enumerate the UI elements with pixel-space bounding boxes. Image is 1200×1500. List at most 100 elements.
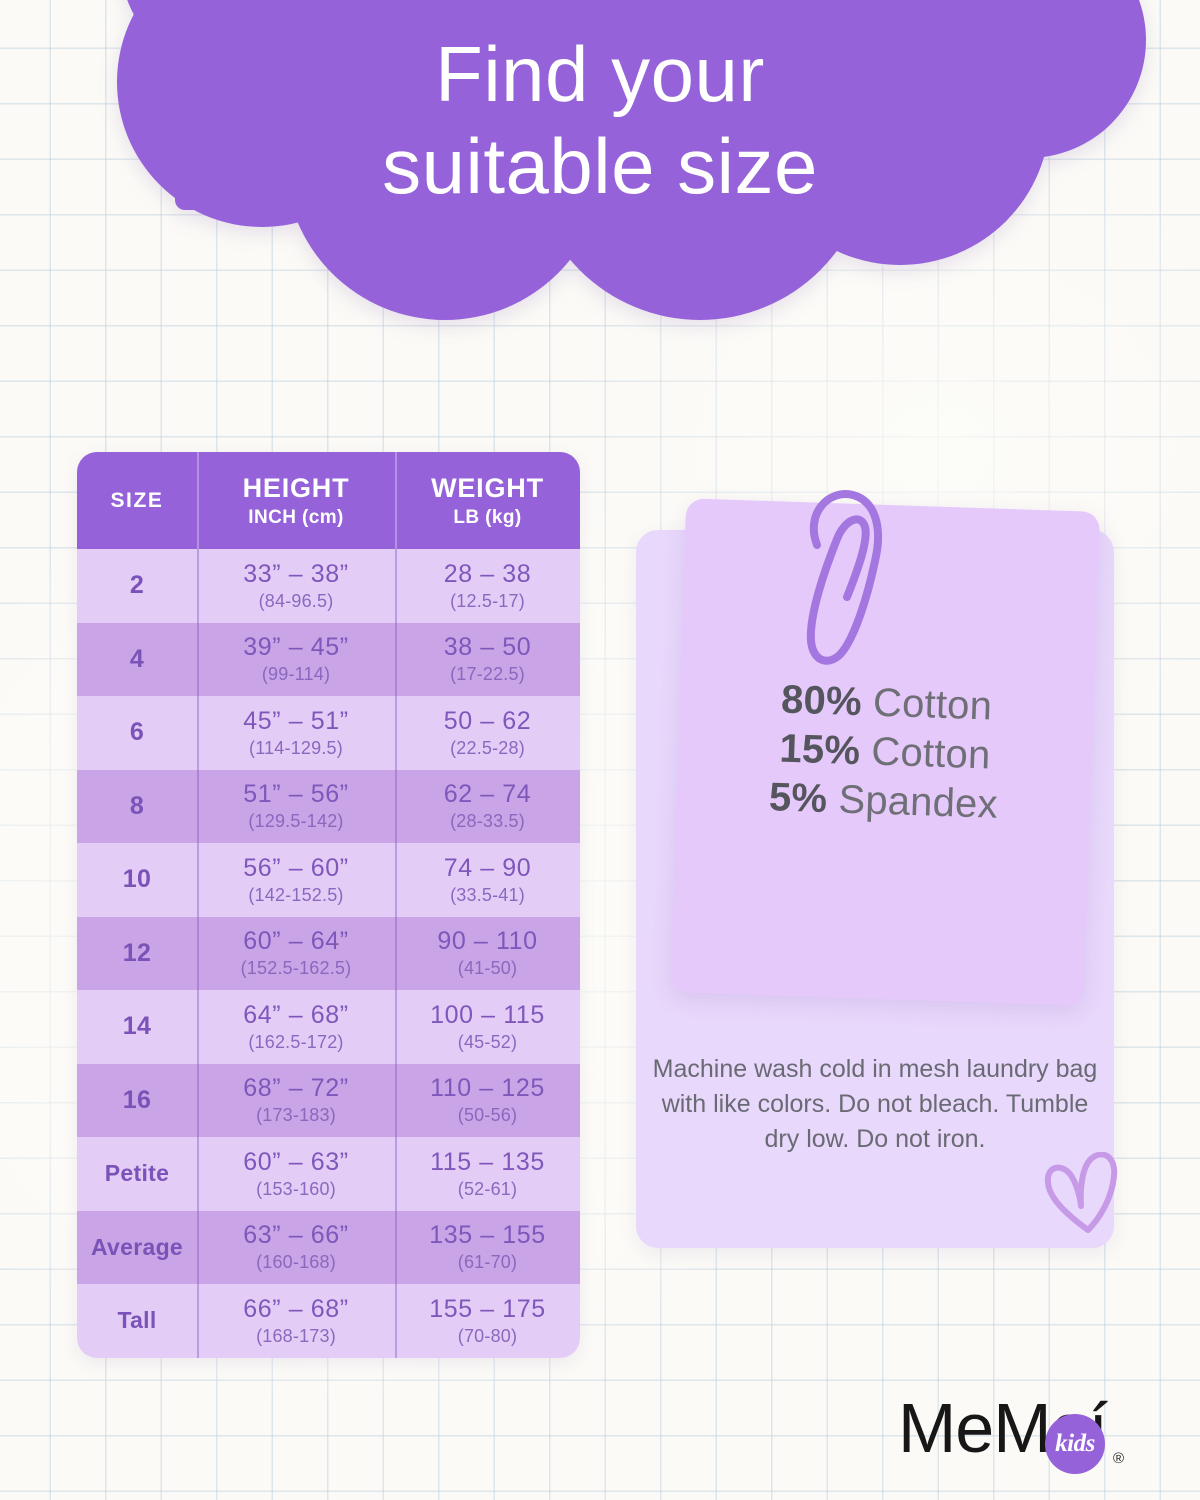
cell-size: 16 (77, 1064, 197, 1138)
cell-height: 64” – 68” (162.5-172) (197, 990, 395, 1064)
weight-lb: 135 – 155 (429, 1221, 546, 1250)
weight-lb: 38 – 50 (443, 633, 532, 662)
row-divider-2 (395, 549, 397, 623)
cell-weight: 115 – 135 (52-61) (395, 1137, 580, 1211)
cell-height: 56” – 60” (142-152.5) (197, 843, 395, 917)
row-divider-1 (197, 549, 199, 623)
cell-weight: 100 – 115 (45-52) (395, 990, 580, 1064)
size-value: Average (90, 1233, 184, 1260)
height-inches: 56” – 60” (243, 853, 349, 882)
column-header-size: SIZE (110, 488, 164, 512)
height-cm: (162.5-172) (248, 1031, 344, 1052)
cell-weight: 110 – 125 (50-56) (395, 1064, 580, 1138)
care-instructions-text: Machine wash cold in mesh laundry bag wi… (652, 1055, 1098, 1153)
heart-doodle-icon (1044, 1152, 1118, 1233)
weight-kg: (17-22.5) (450, 664, 525, 685)
size-value: 6 (129, 718, 145, 747)
row-divider-2 (395, 843, 397, 917)
row-divider-2 (395, 1210, 397, 1284)
cell-height: 60” – 63” (153-160) (197, 1137, 395, 1211)
cell-weight: 50 – 62 (22.5-28) (395, 696, 580, 770)
height-inches: 68” – 72” (243, 1074, 349, 1103)
row-divider-1 (197, 990, 199, 1064)
height-cm: (84-96.5) (258, 590, 334, 611)
cell-weight: 74 – 90 (33.5-41) (395, 843, 580, 917)
height-cm: (168-173) (256, 1325, 336, 1346)
table-row: 10 56” – 60” (142-152.5) 74 – 90 (33.5-41) (77, 843, 580, 917)
row-divider-1 (197, 696, 199, 770)
composition-percent: 5% (768, 774, 828, 821)
height-cm: (129.5-142) (248, 811, 344, 832)
row-divider-2 (395, 1284, 397, 1358)
cell-size: Petite (77, 1137, 197, 1211)
cell-size: 8 (77, 770, 197, 844)
cell-size: 14 (77, 990, 197, 1064)
row-divider-1 (197, 1210, 199, 1284)
table-row: 12 60” – 64” (152.5-162.5) 90 – 110 (41-50) (77, 916, 580, 990)
weight-kg: (45-52) (457, 1031, 518, 1052)
weight-lb: 74 – 90 (443, 853, 532, 882)
size-value: 14 (122, 1012, 152, 1041)
size-value: 2 (129, 571, 145, 600)
table-row: Average 63” – 66” (160-168) 135 – 155 (61-70… (77, 1210, 580, 1285)
weight-kg: (12.5-17) (450, 590, 525, 611)
kids-badge-label: kids (1055, 1430, 1095, 1457)
composition-percent: 15% (778, 726, 861, 773)
weight-kg: (41-50) (457, 958, 518, 979)
cell-height: 66” – 68” (168-173) (197, 1284, 395, 1358)
row-divider-1 (197, 769, 199, 843)
size-value: 4 (129, 644, 145, 673)
composition-line: 15% Cotton (779, 726, 991, 778)
column-header-height: HEIGHT INCH (cm) (242, 472, 350, 528)
height-inches: 66” – 68” (243, 1294, 349, 1323)
row-divider-2 (395, 1137, 397, 1211)
cell-height: 45” – 51” (114-129.5) (197, 696, 395, 770)
weight-kg: (52-61) (457, 1178, 518, 1199)
header-divider-2 (395, 452, 397, 549)
cloud-shape (117, 0, 1146, 320)
row-divider-2 (395, 1063, 397, 1137)
row-divider-1 (197, 916, 199, 990)
cell-weight: 28 – 38 (12.5-17) (395, 549, 580, 623)
row-divider-2 (395, 916, 397, 990)
row-divider-1 (197, 1063, 199, 1137)
title-line-1: Find your (435, 30, 765, 118)
cell-weight: 135 – 155 (61-70) (395, 1211, 580, 1285)
cell-size: 10 (77, 843, 197, 917)
height-cm: (142-152.5) (248, 884, 344, 905)
cell-height: 63” – 66” (160-168) (197, 1211, 395, 1285)
height-inches: 60” – 64” (243, 927, 349, 956)
title-line-2: suitable size (382, 122, 818, 210)
size-chart-table: SIZE HEIGHT INCH (cm) WEIGHT LB (kg) 2 33… (77, 452, 580, 1358)
table-row: Petite 60” – 63” (153-160) 115 – 135 (52-61) (77, 1137, 580, 1211)
height-cm: (152.5-162.5) (240, 958, 352, 979)
brand-logo: MeMoí kids ® (898, 1388, 1143, 1480)
height-inches: 64” – 68” (243, 1000, 349, 1029)
height-cm: (153-160) (256, 1178, 336, 1199)
table-row: 8 51” – 56” (129.5-142) 62 – 74 (28-33.5) (77, 769, 580, 844)
row-divider-1 (197, 1284, 199, 1358)
cloud-header (0, 0, 1200, 410)
weight-lb: 100 – 115 (430, 1000, 545, 1029)
table-row: 4 39” – 45” (99-114) 38 – 50 (17-22.5) (77, 622, 580, 696)
weight-kg: (28-33.5) (450, 811, 525, 832)
table-body: 2 33” – 38” (84-96.5) 28 – 38 (12.5-17) 4 39” … (77, 549, 580, 1358)
weight-kg: (33.5-41) (450, 884, 525, 905)
weight-lb: 62 – 74 (443, 780, 532, 809)
size-value: 12 (122, 938, 152, 967)
cell-size: 6 (77, 696, 197, 770)
cell-weight: 155 – 175 (70-80) (395, 1284, 580, 1358)
kids-badge: kids (1045, 1414, 1105, 1474)
height-cm: (114-129.5) (249, 737, 343, 758)
table-header-row: SIZE HEIGHT INCH (cm) WEIGHT LB (kg) (77, 452, 580, 549)
composition-line: 5% Spandex (768, 775, 998, 828)
table-row: 14 64” – 68” (162.5-172) 100 – 115 (45-52) (77, 990, 580, 1064)
size-value: 10 (122, 865, 152, 894)
weight-lb: 90 – 110 (437, 927, 538, 956)
row-divider-1 (197, 622, 199, 696)
height-cm: (173-183) (256, 1105, 336, 1126)
cell-size: 2 (77, 549, 197, 623)
weight-kg: (70-80) (457, 1325, 518, 1346)
size-value: 16 (122, 1085, 152, 1114)
row-divider-1 (197, 1137, 199, 1211)
